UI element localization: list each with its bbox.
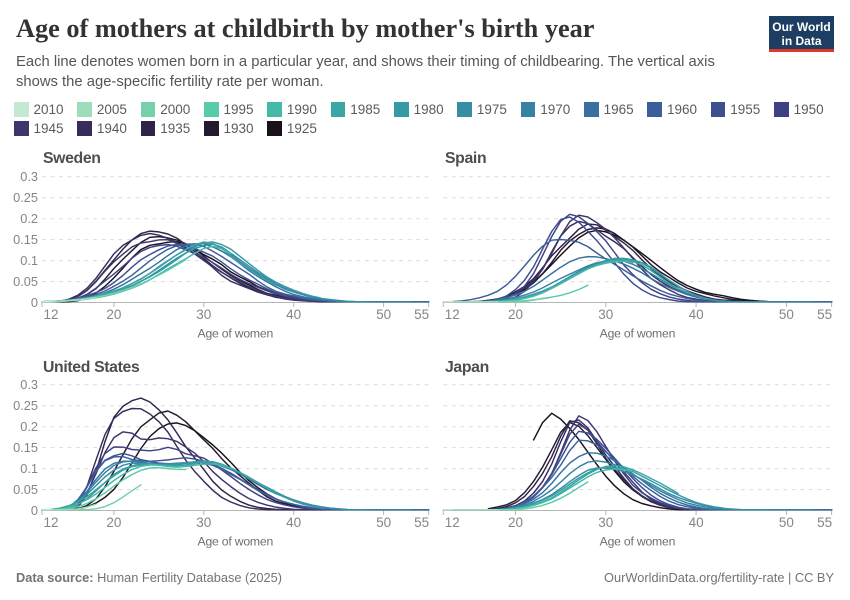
svg-text:0.25: 0.25 [13,190,38,205]
svg-text:Age of women: Age of women [600,535,676,549]
svg-text:0.2: 0.2 [20,419,38,434]
svg-text:0.1: 0.1 [20,461,38,476]
svg-text:30: 30 [196,515,211,530]
svg-text:0.05: 0.05 [13,274,38,289]
svg-text:30: 30 [598,307,613,322]
svg-text:Sweden: Sweden [43,150,101,167]
svg-text:55: 55 [414,515,429,530]
svg-text:55: 55 [817,307,832,322]
svg-text:0.3: 0.3 [20,169,38,184]
svg-text:50: 50 [779,515,794,530]
svg-text:40: 40 [689,515,704,530]
svg-text:12: 12 [445,515,460,530]
svg-text:Spain: Spain [445,150,486,167]
svg-text:0: 0 [31,295,38,310]
svg-text:0.1: 0.1 [20,253,38,268]
svg-text:0.15: 0.15 [13,440,38,455]
svg-text:Age of women: Age of women [198,327,274,341]
svg-text:40: 40 [286,307,301,322]
svg-text:40: 40 [689,307,704,322]
svg-text:0.25: 0.25 [13,398,38,413]
svg-text:Age of women: Age of women [198,535,274,549]
svg-text:55: 55 [414,307,429,322]
svg-text:30: 30 [196,307,211,322]
svg-text:Age of women: Age of women [600,327,676,341]
svg-text:30: 30 [598,515,613,530]
svg-text:40: 40 [286,515,301,530]
svg-text:United States: United States [43,359,140,376]
svg-text:20: 20 [106,515,121,530]
svg-text:50: 50 [376,307,391,322]
svg-text:50: 50 [779,307,794,322]
svg-text:0.3: 0.3 [20,377,38,392]
svg-text:12: 12 [44,515,59,530]
svg-text:12: 12 [445,307,460,322]
svg-text:50: 50 [376,515,391,530]
svg-text:0.2: 0.2 [20,211,38,226]
svg-text:0.05: 0.05 [13,482,38,497]
svg-text:55: 55 [817,515,832,530]
svg-text:20: 20 [508,515,523,530]
svg-text:20: 20 [106,307,121,322]
svg-text:20: 20 [508,307,523,322]
svg-text:Japan: Japan [445,359,489,376]
svg-text:12: 12 [44,307,59,322]
svg-text:0: 0 [31,503,38,518]
svg-text:0.15: 0.15 [13,232,38,247]
